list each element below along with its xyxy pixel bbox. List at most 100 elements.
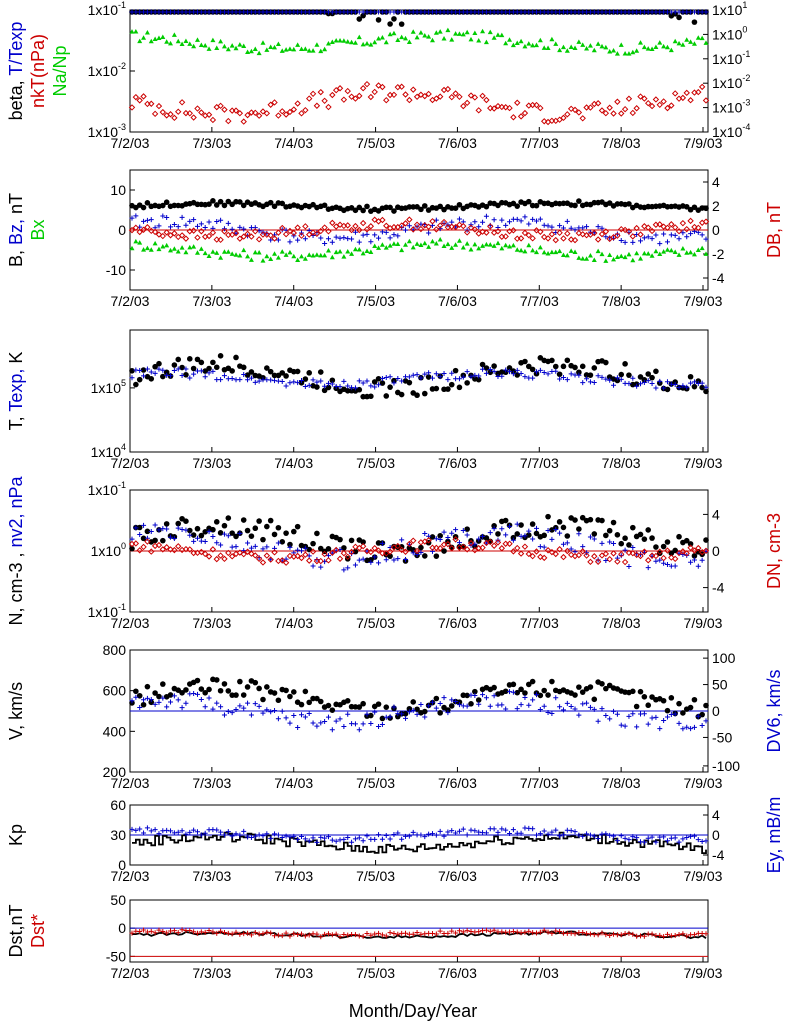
x-tick-label: 7/6/03 [438,775,477,791]
data-point [441,695,447,701]
data-point [661,718,667,724]
data-point [503,706,509,712]
data-point [168,40,174,46]
data-point [510,242,516,248]
data-point [695,837,701,843]
data-point [688,39,694,44]
data-point [491,523,497,529]
data-point [321,97,328,105]
data-point [645,527,652,533]
data-point [499,826,505,832]
data-point [645,557,652,564]
data-point [132,93,140,101]
data-point [698,83,706,91]
data-point [314,252,320,257]
data-point [225,220,231,226]
data-point [183,249,189,255]
data-point [309,548,317,555]
data-point [433,371,439,377]
data-point [314,384,320,390]
data-point [545,371,551,377]
data-point [594,558,602,565]
data-point [503,827,509,833]
data-point [183,527,189,533]
data-point [568,248,574,253]
x-tick-label: 7/5/03 [356,615,395,631]
data-point [164,39,170,44]
data-point [271,372,278,379]
data-point [507,219,513,225]
data-point [656,550,663,557]
data-point [233,354,239,361]
data-point [433,553,440,559]
data-point [657,726,663,732]
data-point [630,49,636,55]
data-point [483,203,490,210]
data-point [152,827,158,833]
data-point [645,234,651,240]
y-axis-label: V, km/s [6,682,26,740]
data-point [287,544,293,550]
data-point [175,520,182,527]
data-point [133,213,139,219]
data-point [294,224,301,231]
data-point [128,226,136,234]
data-point [167,232,174,239]
data-point [668,221,675,228]
data-point [626,372,632,378]
data-point [607,49,613,54]
data-point [376,560,382,566]
y-tick-label: 30 [110,827,126,843]
data-point [452,205,459,212]
data-point [506,540,513,547]
data-point [503,242,509,248]
data-point [245,253,251,259]
data-point [387,836,393,842]
data-point [649,374,655,381]
data-point [168,828,174,834]
data-point [603,532,609,539]
data-point [360,380,366,386]
data-point [395,830,401,836]
data-point [406,709,412,715]
data-point [664,539,671,545]
data-point [148,699,155,706]
data-point [252,543,258,549]
data-point [294,552,301,560]
data-point [680,836,686,842]
data-point [368,393,374,400]
data-point [279,224,286,232]
data-point [325,714,331,720]
data-point [622,51,628,56]
data-point [410,550,416,556]
data-point [152,370,158,376]
x-tick-label: 7/5/03 [356,868,395,884]
data-point [229,226,235,232]
data-point [622,361,628,367]
data-point [599,706,605,712]
data-point [584,700,590,706]
data-point [537,216,543,222]
data-point [337,934,343,940]
data-point [206,253,212,258]
series-dn [128,536,710,566]
data-point [399,34,405,40]
data-point [521,109,529,117]
data-point [306,838,312,844]
data-point [267,101,274,108]
data-point [514,367,520,373]
data-point [229,530,235,536]
data-point [132,224,140,231]
data-point [317,227,324,235]
data-point [214,540,220,546]
data-point [638,381,644,387]
data-point [376,930,382,936]
data-point [449,245,455,250]
data-point [318,720,324,726]
data-point [164,930,170,936]
data-point [371,544,378,552]
data-point [202,374,208,380]
data-point [225,117,232,125]
data-point [641,839,647,845]
data-point [649,931,655,937]
